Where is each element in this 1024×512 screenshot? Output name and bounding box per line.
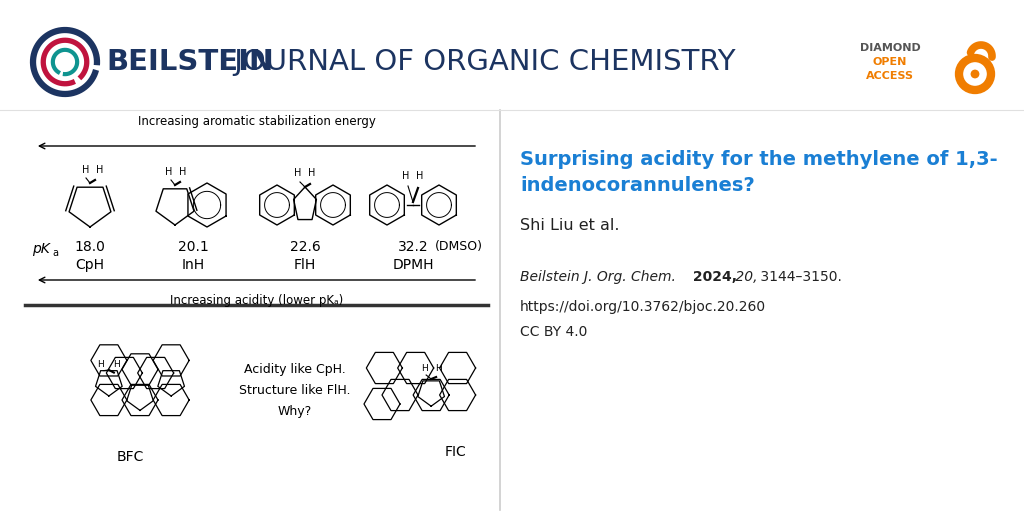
Text: H: H xyxy=(402,171,410,181)
Text: H: H xyxy=(82,165,90,175)
Text: CpH: CpH xyxy=(76,258,104,272)
Text: H: H xyxy=(96,165,103,175)
Text: DIAMOND: DIAMOND xyxy=(859,43,921,53)
Text: Beilstein J. Org. Chem.: Beilstein J. Org. Chem. xyxy=(520,270,676,284)
Text: DPMH: DPMH xyxy=(392,258,434,272)
Text: 2024,: 2024, xyxy=(688,270,737,284)
Text: 32.2: 32.2 xyxy=(397,240,428,254)
Text: Surprising acidity for the methylene of 1,3-: Surprising acidity for the methylene of … xyxy=(520,150,997,169)
Text: H: H xyxy=(114,359,120,369)
Text: Increasing acidity (lower pKₐ): Increasing acidity (lower pKₐ) xyxy=(170,294,343,307)
Text: H: H xyxy=(308,168,315,178)
Text: FlH: FlH xyxy=(294,258,316,272)
Text: pK: pK xyxy=(32,242,50,256)
Text: indenocorannulenes?: indenocorannulenes? xyxy=(520,176,755,195)
Text: Increasing aromatic stabilization energy: Increasing aromatic stabilization energy xyxy=(137,115,376,128)
Text: BEILSTEIN: BEILSTEIN xyxy=(106,48,273,76)
Text: a: a xyxy=(52,248,58,258)
Text: 18.0: 18.0 xyxy=(75,240,105,254)
Text: H: H xyxy=(165,167,173,177)
Text: H: H xyxy=(435,364,441,373)
Text: 20,: 20, xyxy=(731,270,758,284)
Text: H: H xyxy=(97,359,104,369)
Text: (DMSO): (DMSO) xyxy=(435,240,483,253)
Text: BFC: BFC xyxy=(117,450,143,464)
Text: FIC: FIC xyxy=(444,445,466,459)
Circle shape xyxy=(971,70,979,78)
Text: H: H xyxy=(294,168,302,178)
Text: InH: InH xyxy=(181,258,205,272)
Text: Shi Liu et al.: Shi Liu et al. xyxy=(520,218,620,233)
Text: H: H xyxy=(179,167,186,177)
Text: ACCESS: ACCESS xyxy=(866,71,914,81)
Text: H: H xyxy=(417,171,424,181)
Text: https://doi.org/10.3762/bjoc.20.260: https://doi.org/10.3762/bjoc.20.260 xyxy=(520,300,766,314)
Text: CC BY 4.0: CC BY 4.0 xyxy=(520,325,588,339)
Text: 20.1: 20.1 xyxy=(177,240,208,254)
Text: 3144–3150.: 3144–3150. xyxy=(756,270,842,284)
Text: 22.6: 22.6 xyxy=(290,240,321,254)
Text: Acidity like CpH.
Structure like FlH.
Why?: Acidity like CpH. Structure like FlH. Wh… xyxy=(240,362,351,417)
Text: JOURNAL OF ORGANIC CHEMISTRY: JOURNAL OF ORGANIC CHEMISTRY xyxy=(225,48,735,76)
Text: OPEN: OPEN xyxy=(872,57,907,67)
Text: H: H xyxy=(421,364,427,373)
